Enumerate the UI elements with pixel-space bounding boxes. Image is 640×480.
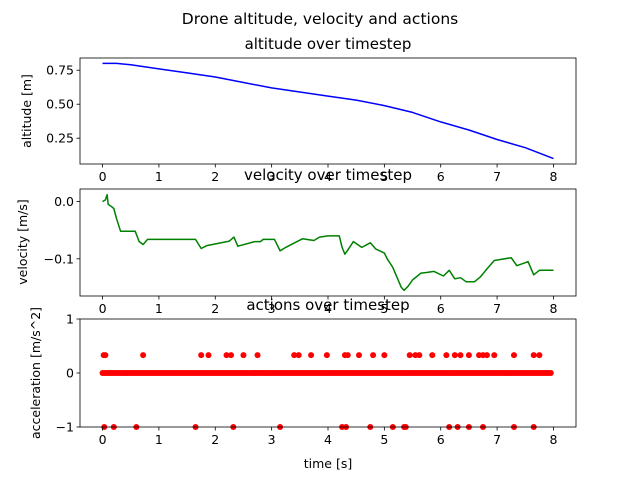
actions-xtick-label: 1	[155, 432, 163, 447]
actions-xtick-label: 4	[324, 432, 332, 447]
velocity-xtick-label: 6	[437, 301, 445, 316]
velocity-axes-frame	[79, 188, 577, 297]
velocity-xtick-label: 7	[493, 301, 501, 316]
actions-subplot: actions over timestep acceleration [m/s^…	[28, 296, 577, 471]
actions-point-positive	[102, 352, 109, 359]
actions-point-positive	[223, 352, 230, 359]
actions-point-positive	[416, 352, 423, 359]
actions-ylabel: acceleration [m/s^2]	[28, 307, 43, 439]
actions-point-positive	[443, 352, 450, 359]
actions-xtick-label: 2	[211, 432, 219, 447]
altitude-xtick-label: 3	[268, 169, 276, 184]
velocity-xtick-label: 8	[549, 301, 557, 316]
velocity-xtick-label: 3	[268, 301, 276, 316]
actions-ytick-label: −1	[56, 420, 74, 435]
altitude-xtick-label: 1	[155, 169, 163, 184]
altitude-xtick-label: 7	[493, 169, 501, 184]
velocity-xtick-label: 1	[155, 301, 163, 316]
actions-point-positive	[228, 352, 235, 359]
actions-point-positive	[198, 352, 205, 359]
actions-xlabel: time [s]	[304, 456, 352, 471]
actions-xtick-label: 3	[268, 432, 276, 447]
actions-xtick-label: 0	[99, 432, 107, 447]
altitude-xtick-label: 6	[437, 169, 445, 184]
actions-point-positive	[381, 352, 388, 359]
actions-xtick-label: 5	[380, 432, 388, 447]
actions-title: actions over timestep	[246, 296, 409, 314]
actions-ytick-label: 1	[66, 312, 74, 327]
velocity-series	[102, 193, 554, 292]
altitude-series	[102, 62, 554, 160]
altitude-subplot: altitude over timestep altitude [m] 0 1 2 3…	[19, 35, 577, 184]
altitude-xtick-label: 4	[324, 169, 332, 184]
altitude-xtick-label: 8	[549, 169, 557, 184]
actions-point-positive	[451, 352, 458, 359]
altitude-ticks: 0 1 2 3 4 5 6 7 8 0.25 0.50 0.75	[46, 63, 557, 184]
velocity-ytick-label: 0.0	[54, 194, 74, 209]
altitude-xtick-label: 2	[211, 169, 219, 184]
velocity-title: velocity over timestep	[244, 166, 412, 184]
altitude-line	[102, 62, 554, 160]
actions-point-positive	[240, 352, 247, 359]
velocity-line	[102, 193, 554, 292]
velocity-ytick-label: −0.1	[44, 251, 74, 266]
actions-point-positive	[491, 352, 498, 359]
actions-point-positive	[483, 352, 490, 359]
actions-xtick-label: 6	[437, 432, 445, 447]
velocity-ticks: 0 1 2 3 4 5 6 7 8 0.0 −0.1	[44, 194, 558, 316]
actions-point-positive	[254, 352, 261, 359]
actions-series	[99, 352, 554, 430]
altitude-xtick-label: 5	[380, 169, 388, 184]
actions-point-positive	[291, 352, 298, 359]
velocity-xtick-label: 4	[324, 301, 332, 316]
actions-xtick-label: 7	[493, 432, 501, 447]
actions-point-positive	[530, 352, 537, 359]
actions-point-positive	[295, 352, 302, 359]
actions-axes-frame	[79, 318, 577, 428]
velocity-subplot: velocity over timestep velocity [m/s] 0 1…	[15, 166, 577, 316]
velocity-xtick-label: 2	[211, 301, 219, 316]
actions-point-positive	[465, 352, 472, 359]
altitude-xtick-label: 0	[99, 169, 107, 184]
actions-point-positive	[511, 352, 517, 359]
actions-point-positive	[323, 352, 330, 359]
actions-point-positive	[457, 352, 464, 359]
altitude-ytick-label: 0.25	[46, 131, 74, 146]
altitude-axes-frame	[79, 57, 577, 165]
actions-point-positive	[308, 352, 315, 359]
actions-point-positive	[429, 352, 436, 359]
actions-point-positive	[536, 352, 543, 359]
actions-point-zero	[547, 370, 554, 376]
altitude-ytick-label: 0.75	[46, 63, 74, 78]
actions-point-positive	[370, 352, 377, 359]
actions-point-positive	[205, 352, 212, 359]
velocity-xtick-label: 0	[99, 301, 107, 316]
altitude-ytick-label: 0.50	[46, 97, 74, 112]
altitude-title: altitude over timestep	[245, 35, 412, 53]
altitude-ylabel: altitude [m]	[19, 74, 34, 148]
actions-point-positive	[356, 352, 362, 359]
velocity-ylabel: velocity [m/s]	[15, 199, 30, 284]
actions-xtick-label: 8	[549, 432, 557, 447]
actions-ytick-label: 0	[66, 366, 74, 381]
actions-point-positive	[140, 352, 147, 359]
actions-ticks: 0 1 2 3 4 5 6 7 8 −1 0 1	[56, 312, 558, 448]
figure-title: Drone altitude, velocity and actions	[182, 10, 458, 28]
actions-point-positive	[406, 352, 413, 359]
velocity-xtick-label: 5	[380, 301, 388, 316]
actions-point-positive	[344, 352, 351, 359]
